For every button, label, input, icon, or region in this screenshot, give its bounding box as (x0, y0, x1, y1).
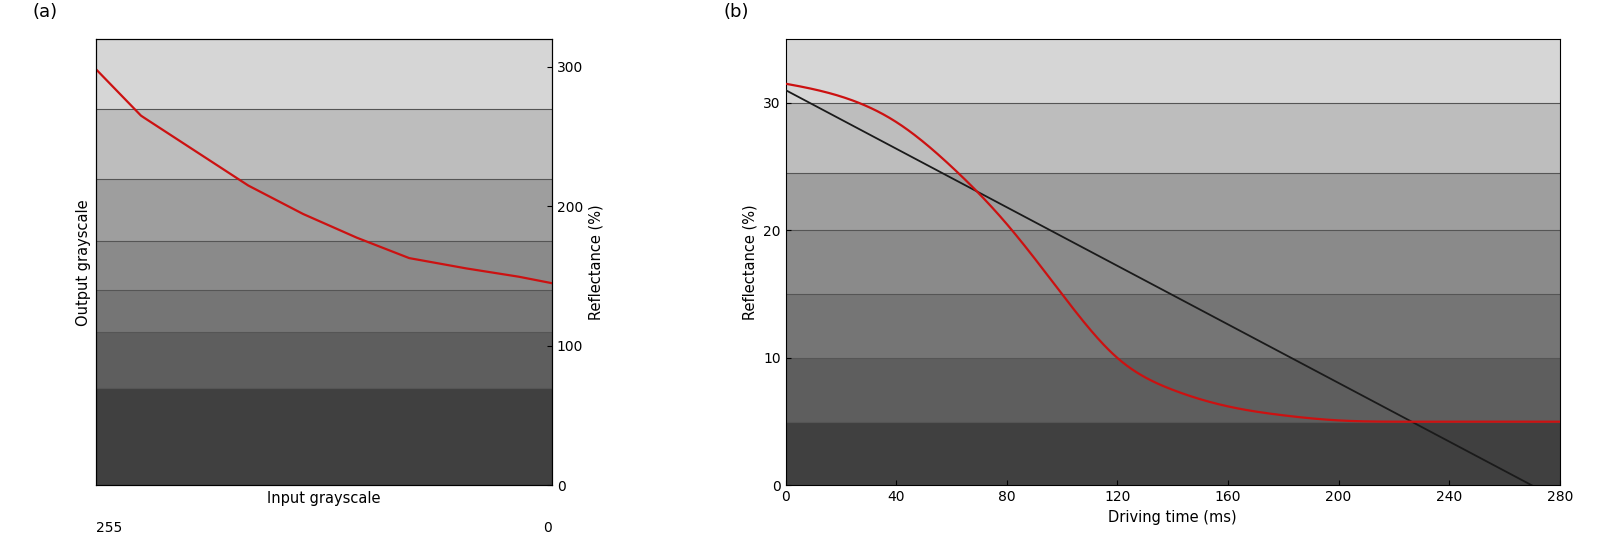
Text: (a): (a) (32, 3, 58, 21)
Bar (786, 103, 1559, 173)
Y-axis label: Output grayscale: Output grayscale (76, 199, 92, 325)
Y-axis label: Reflectance (%): Reflectance (%) (742, 204, 757, 320)
Bar (96, 241, 551, 290)
Bar (96, 290, 551, 332)
Bar (786, 39, 1559, 103)
Bar (96, 179, 551, 241)
Bar (786, 230, 1559, 294)
X-axis label: Driving time (ms): Driving time (ms) (1107, 510, 1236, 525)
Text: 0: 0 (543, 521, 551, 535)
Bar (96, 388, 551, 485)
Y-axis label: Reflectance (%): Reflectance (%) (588, 204, 603, 320)
Text: 255: 255 (96, 521, 122, 535)
Bar (786, 422, 1559, 485)
Bar (96, 109, 551, 179)
X-axis label: Input grayscale: Input grayscale (267, 491, 381, 506)
Text: (b): (b) (723, 3, 749, 21)
Bar (96, 39, 551, 109)
Bar (96, 332, 551, 388)
Bar (786, 173, 1559, 230)
Bar (786, 358, 1559, 422)
Bar (786, 294, 1559, 358)
